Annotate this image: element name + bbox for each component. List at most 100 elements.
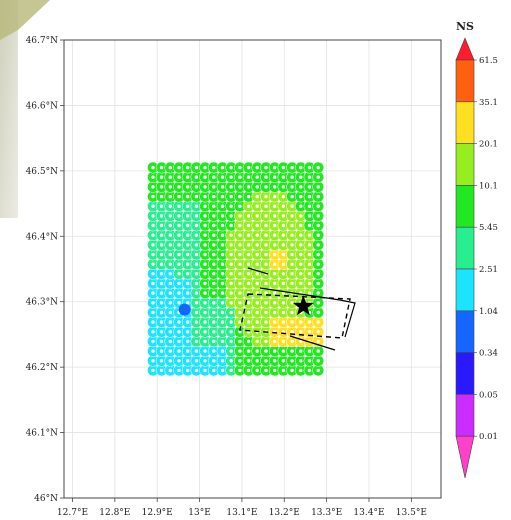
grid-point-center — [168, 272, 172, 276]
grid-point-center — [159, 310, 164, 315]
grid-point-center — [246, 243, 251, 247]
grid-point-center — [316, 185, 320, 189]
grid-point-center — [186, 243, 190, 247]
grid-point-center — [316, 349, 320, 353]
grid-point-center — [220, 349, 225, 353]
grid-point-center — [264, 339, 268, 344]
colorbar-label: 35.1 — [479, 98, 498, 108]
grid-point-center — [229, 252, 233, 257]
grid-point-center — [212, 368, 216, 373]
grid-point-center — [168, 243, 172, 247]
grid-point-center — [264, 252, 268, 257]
grid-point-center — [168, 301, 172, 305]
grid-point-center — [220, 301, 225, 305]
grid-point-center — [290, 320, 294, 324]
grid-point-center — [316, 330, 320, 334]
grid-point-center — [168, 359, 172, 363]
grid-point-center — [290, 223, 294, 228]
grid-point-center — [159, 339, 164, 344]
grid-point-center — [316, 214, 320, 218]
grid-point-center — [159, 214, 164, 218]
grid-point-center — [281, 339, 286, 344]
grid-point-center — [238, 349, 242, 353]
grid-point-center — [307, 272, 312, 276]
grid-point-center — [281, 262, 286, 266]
grid-point-center — [177, 349, 181, 353]
grid-point-center — [307, 185, 312, 189]
grid-point-center — [159, 349, 164, 353]
grid-point-center — [194, 359, 199, 363]
grid-point-center — [273, 291, 277, 295]
grid-point-center — [255, 243, 259, 247]
grid-point-center — [264, 185, 268, 189]
grid-point-center — [255, 368, 259, 373]
grid-point-center — [212, 214, 216, 218]
grid-point-center — [194, 291, 199, 295]
grid-point-center — [194, 262, 199, 266]
grid-point-center — [194, 214, 199, 218]
colorbar-band — [455, 101, 475, 144]
grid-point-center — [159, 165, 164, 170]
grid-point-center — [273, 252, 277, 257]
grid-point-center — [273, 349, 277, 353]
grid-point-center — [281, 175, 286, 179]
colorbar-band — [455, 143, 475, 186]
grid-point-center — [229, 359, 233, 363]
grid-point-center — [212, 185, 216, 189]
grid-point-center — [168, 204, 172, 208]
grid-point-center — [316, 175, 320, 179]
grid-point-center — [194, 281, 199, 286]
grid-point-center — [281, 252, 286, 257]
grid-point-center — [177, 204, 181, 208]
grid-point-center — [151, 165, 155, 170]
colorbar-label: 10.1 — [479, 181, 498, 191]
x-tick-label: 13.4°E — [353, 508, 384, 518]
grid-point-center — [168, 281, 172, 286]
grid-point-center — [194, 320, 199, 324]
grid-point-center — [186, 349, 190, 353]
grid-point-center — [177, 252, 181, 257]
grid-point-center — [246, 262, 251, 266]
grid-point-center — [194, 204, 199, 208]
grid-point-center — [290, 204, 294, 208]
grid-point-center — [212, 175, 216, 179]
grid-point-center — [220, 359, 225, 363]
y-tick-label: 46.7°N — [26, 36, 59, 46]
grid-point-center — [151, 330, 155, 334]
grid-point-center — [264, 281, 268, 286]
grid-point-center — [203, 291, 207, 295]
grid-point-center — [159, 359, 164, 363]
grid-point-center — [203, 359, 207, 363]
grid-point-center — [151, 339, 155, 344]
grid-point-center — [255, 339, 259, 344]
grid-point-center — [273, 320, 277, 324]
grid-point-center — [273, 175, 277, 179]
grid-point-center — [168, 185, 172, 189]
grid-point-center — [151, 349, 155, 353]
grid-point-center — [264, 320, 268, 324]
grid-point-center — [168, 233, 172, 237]
grid-point-center — [255, 185, 259, 189]
grid-point-center — [186, 165, 190, 170]
grid-point-center — [307, 214, 312, 218]
grid-point-center — [212, 204, 216, 208]
grid-point-center — [264, 243, 268, 247]
grid-point-center — [203, 368, 207, 373]
grid-point-center — [151, 243, 155, 247]
map-border — [63, 39, 442, 499]
grid-point-center — [290, 272, 294, 276]
grid-point-center — [159, 204, 164, 208]
grid-point-center — [177, 281, 181, 286]
x-axis-ticks: 12.7°E 12.8°E 12.9°E 13°E 13.1°E 13.2°E 13.3°E… — [57, 498, 427, 518]
grid-point-center — [212, 243, 216, 247]
grid-point-center — [177, 243, 181, 247]
grid-point-center — [238, 272, 242, 276]
grid-point-center — [194, 349, 199, 353]
grid-point-center — [281, 223, 286, 228]
grid-point-center — [220, 330, 225, 334]
grid-point-center — [186, 320, 190, 324]
grid-point-center — [238, 204, 242, 208]
grid-point-center — [194, 272, 199, 276]
grid-point-center — [186, 204, 190, 208]
grid-point-center — [273, 233, 277, 237]
